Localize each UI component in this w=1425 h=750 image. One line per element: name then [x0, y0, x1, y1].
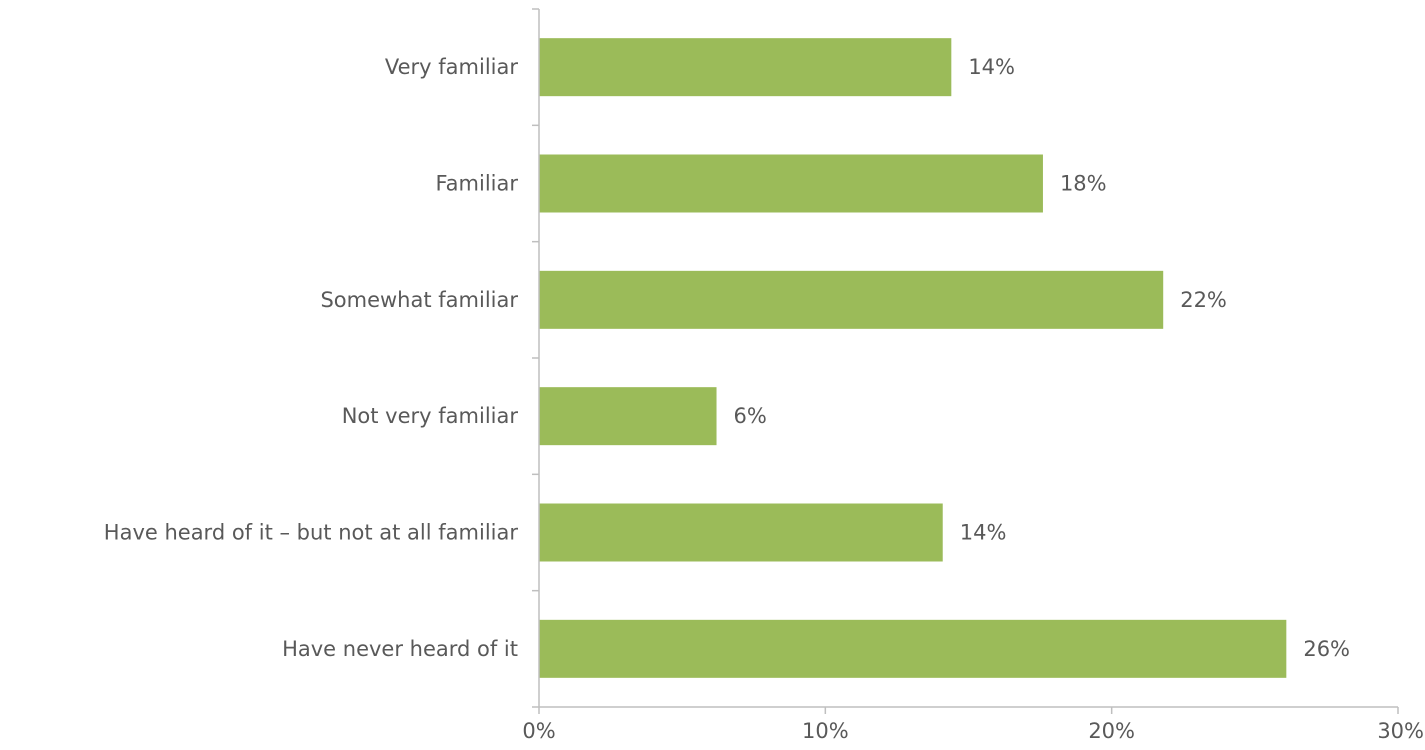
x-tick-label-3: 30% [1377, 719, 1424, 743]
x-tick-label-1: 10% [802, 719, 849, 743]
bar-4 [539, 503, 943, 562]
bar-1 [539, 154, 1043, 213]
category-label-5: Have never heard of it [282, 637, 518, 661]
value-label-0: 14% [968, 55, 1015, 79]
x-tick-label-2: 20% [1088, 719, 1135, 743]
value-label-2: 22% [1180, 288, 1227, 312]
category-label-4: Have heard of it – but not at all famili… [104, 521, 519, 545]
category-label-3: Not very familiar [342, 404, 519, 428]
value-label-5: 26% [1303, 637, 1350, 661]
bar-2 [539, 270, 1164, 329]
value-label-3: 6% [734, 404, 767, 428]
bar-3 [539, 387, 717, 446]
bar-0 [539, 38, 952, 97]
x-tick-label-0: 0% [522, 719, 555, 743]
value-label-1: 18% [1060, 172, 1107, 196]
category-label-2: Somewhat familiar [320, 288, 518, 312]
value-label-4: 14% [960, 521, 1007, 545]
category-label-1: Familiar [436, 172, 519, 196]
bar-5 [539, 619, 1287, 678]
category-label-0: Very familiar [385, 55, 518, 79]
